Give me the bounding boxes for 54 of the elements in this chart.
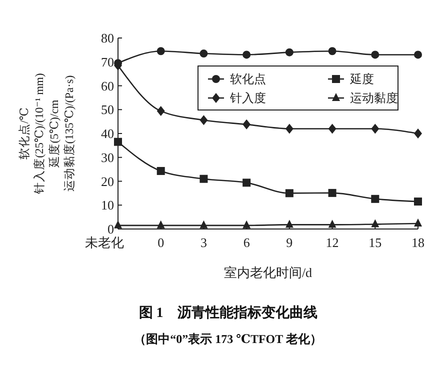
y-tick-label: 80 (101, 30, 114, 46)
point (200, 115, 208, 126)
x-tick-label: 6 (243, 235, 250, 250)
point (414, 198, 422, 206)
point (328, 124, 336, 134)
point (285, 189, 294, 198)
x-tick-label: 3 (200, 235, 207, 250)
point (328, 220, 336, 228)
text: （图中“0”表示 173 ℃TFOT 老化） (134, 332, 322, 346)
x-tick-label: 18 (412, 235, 424, 250)
y-tick-label: 20 (101, 174, 114, 189)
legend-label: 针入度 (229, 91, 266, 106)
point (414, 218, 422, 227)
point (371, 50, 380, 59)
point (328, 47, 336, 56)
y-tick-label: 60 (101, 78, 114, 94)
point (200, 220, 208, 228)
point (371, 124, 380, 134)
point (200, 50, 208, 58)
legend-label: 软化点 (230, 72, 266, 86)
y-tick-label: 50 (101, 102, 114, 118)
point (156, 220, 165, 228)
legend-label: 延度 (349, 72, 374, 86)
x-tick-label: 15 (368, 235, 382, 250)
point (156, 47, 165, 56)
point (371, 194, 380, 203)
y-tick-label: 10 (101, 198, 114, 213)
x-tick-label: 12 (326, 235, 339, 250)
point (285, 220, 294, 228)
point (242, 50, 251, 59)
point (414, 50, 422, 59)
point (156, 166, 165, 175)
point (285, 48, 294, 56)
point (371, 219, 380, 228)
point (242, 119, 251, 130)
point (328, 188, 336, 197)
point (156, 106, 165, 116)
y-tick-label: 0 (108, 222, 114, 237)
point (242, 178, 251, 187)
x-tick-label: 9 (286, 235, 293, 250)
y-tick-label: 70 (101, 54, 114, 70)
text: 图 1 沥青性能指标变化曲线 (138, 304, 318, 321)
x-tick-label: 0 (158, 235, 164, 250)
x-axis-title: 室内老化时间/d (224, 265, 313, 280)
point (285, 124, 294, 134)
y-axis-title: 软化点/℃ 针入度(25℃)/(10⁻¹ mm) 延度(5℃)/cm 运动黏度(135℃)/(Pa·s) (18, 73, 76, 195)
x-tick-label: 未老化 (85, 235, 124, 250)
point (414, 128, 422, 138)
legend-label: 运动黏度 (350, 91, 398, 106)
y-tick-label: 40 (101, 126, 114, 142)
point (114, 138, 122, 146)
point (242, 220, 251, 228)
point (200, 174, 208, 183)
y-tick-label: 30 (101, 150, 114, 165)
